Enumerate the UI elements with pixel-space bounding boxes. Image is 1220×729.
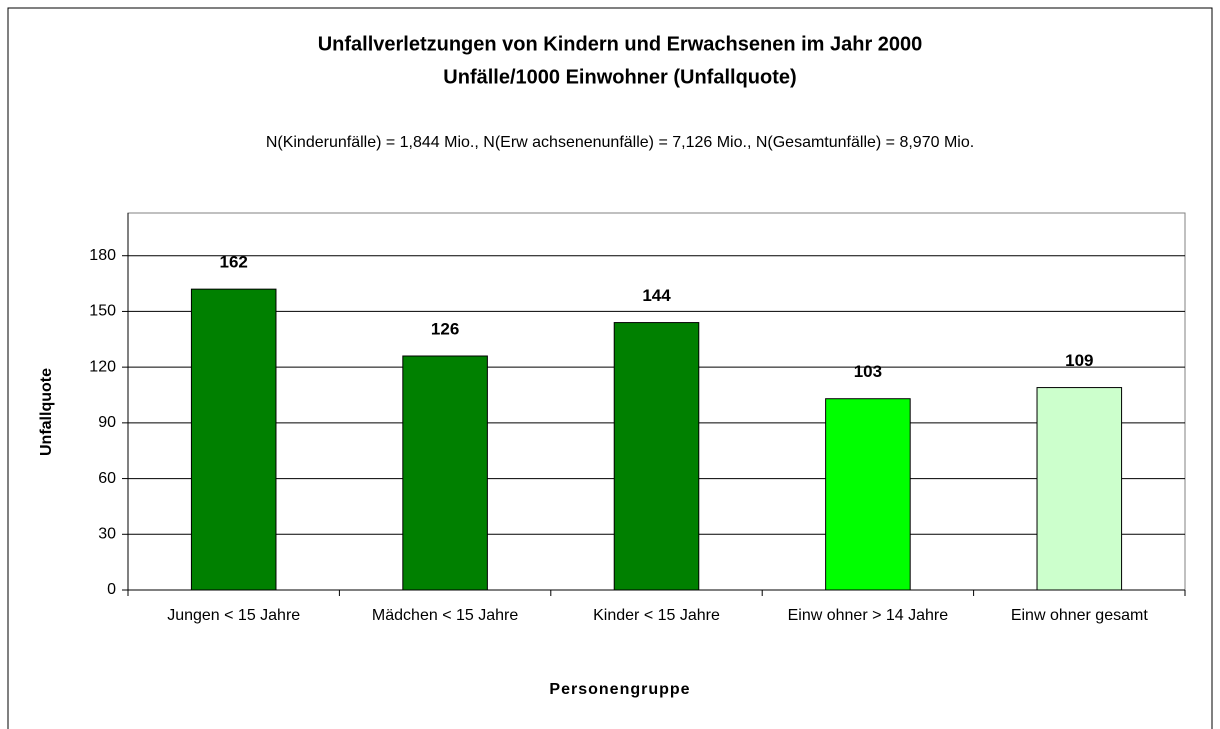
y-tick-label: 150 <box>89 303 116 320</box>
y-tick-label: 180 <box>89 247 116 264</box>
value-label: 109 <box>1065 351 1093 370</box>
value-label: 144 <box>642 286 671 305</box>
y-tick-label: 90 <box>98 414 116 431</box>
x-axis-label: Personengruppe <box>549 681 690 698</box>
y-tick-label: 60 <box>98 470 116 487</box>
x-tick-label: Mädchen < 15 Jahre <box>371 607 519 624</box>
bar <box>1036 387 1123 591</box>
annotation: N(Kinderunfälle) = 1,844 Mio., N(Erw ach… <box>266 134 974 151</box>
y-tick-label: 30 <box>98 526 116 543</box>
bar <box>613 322 700 591</box>
bar <box>402 355 488 591</box>
value-label: 126 <box>431 319 459 338</box>
y-axis-label: Unfallquote <box>38 368 55 456</box>
x-tick-label: Kinder < 15 Jahre <box>593 607 720 624</box>
value-label: 103 <box>854 362 882 381</box>
y-tick-label: 0 <box>107 581 116 598</box>
y-tick-label: 120 <box>89 358 116 375</box>
x-tick-label: Einw ohner > 14 Jahre <box>787 607 949 624</box>
chart-title: Unfallverletzungen von Kindern und Erwac… <box>318 33 923 55</box>
x-tick-label: Einw ohner gesamt <box>1010 607 1148 624</box>
chart-subtitle: Unfälle/1000 Einwohner (Unfallquote) <box>443 66 796 88</box>
x-tick-label: Jungen < 15 Jahre <box>167 607 301 624</box>
value-label: 162 <box>220 253 248 272</box>
bar <box>190 288 277 591</box>
bar <box>825 398 911 591</box>
